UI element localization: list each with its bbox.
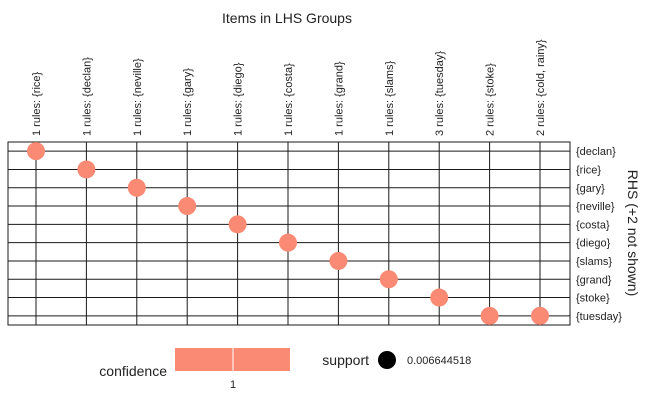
x-group-label: 1 rules: {gary} xyxy=(182,68,194,136)
data-points xyxy=(27,142,549,325)
x-group-label: 3 rules: {tuesday} xyxy=(434,51,446,136)
data-point xyxy=(480,306,499,325)
x-group-label: 1 rules: {costa} xyxy=(283,63,295,136)
legend: confidence 1 support 0.006644518 xyxy=(99,348,471,391)
x-group-labels: 1 rules: {rice} 1 rules: {declan} 1 rules:… xyxy=(31,39,547,136)
data-point xyxy=(531,306,549,325)
y-item-labels: {declan} {rice} {gary} {neville} {costa} {die… xyxy=(576,146,622,323)
x-group-label: 1 rules: {declan} xyxy=(81,57,93,136)
legend-support-dot xyxy=(378,351,396,369)
y-item-label: {stoke} xyxy=(576,293,610,305)
y-item-label: {neville} xyxy=(576,201,615,213)
data-point xyxy=(329,251,348,270)
data-point xyxy=(127,178,146,197)
y-item-label: {rice} xyxy=(576,164,601,176)
chart-title: Items in LHS Groups xyxy=(222,10,352,26)
x-group-label: 1 rules: {slams} xyxy=(384,60,396,136)
data-point xyxy=(279,233,297,252)
data-point xyxy=(379,270,398,289)
x-group-label: 1 rules: {neville} xyxy=(132,58,144,136)
legend-confidence-tick-label: 1 xyxy=(230,379,236,391)
data-point xyxy=(178,197,197,216)
plot-border xyxy=(7,141,571,326)
y-item-label: {grand} xyxy=(576,274,612,286)
legend-support-label: support xyxy=(322,352,369,368)
y-item-label: {costa} xyxy=(576,219,610,231)
y-item-label: {diego} xyxy=(576,238,611,250)
x-group-label: 1 rules: {grand} xyxy=(333,61,345,136)
legend-support-value: 0.006644518 xyxy=(407,355,471,367)
x-group-label: 2 rules: {stoke} xyxy=(485,63,497,136)
y-item-label: {tuesday} xyxy=(576,311,622,323)
data-point xyxy=(430,288,449,307)
y-item-label: {declan} xyxy=(576,146,616,158)
y-item-label: {slams} xyxy=(576,256,612,268)
data-point xyxy=(27,142,45,161)
data-point xyxy=(228,215,247,234)
x-group-label: 1 rules: {rice} xyxy=(31,71,43,136)
x-group-label: 1 rules: {diego} xyxy=(233,62,245,136)
data-point xyxy=(77,160,96,179)
y-item-label: {gary} xyxy=(576,183,605,195)
legend-confidence-label: confidence xyxy=(99,363,167,379)
y-axis-label: RHS (+2 not shown) xyxy=(625,170,641,296)
x-group-label: 2 rules: {cold, rainy} xyxy=(535,39,547,136)
